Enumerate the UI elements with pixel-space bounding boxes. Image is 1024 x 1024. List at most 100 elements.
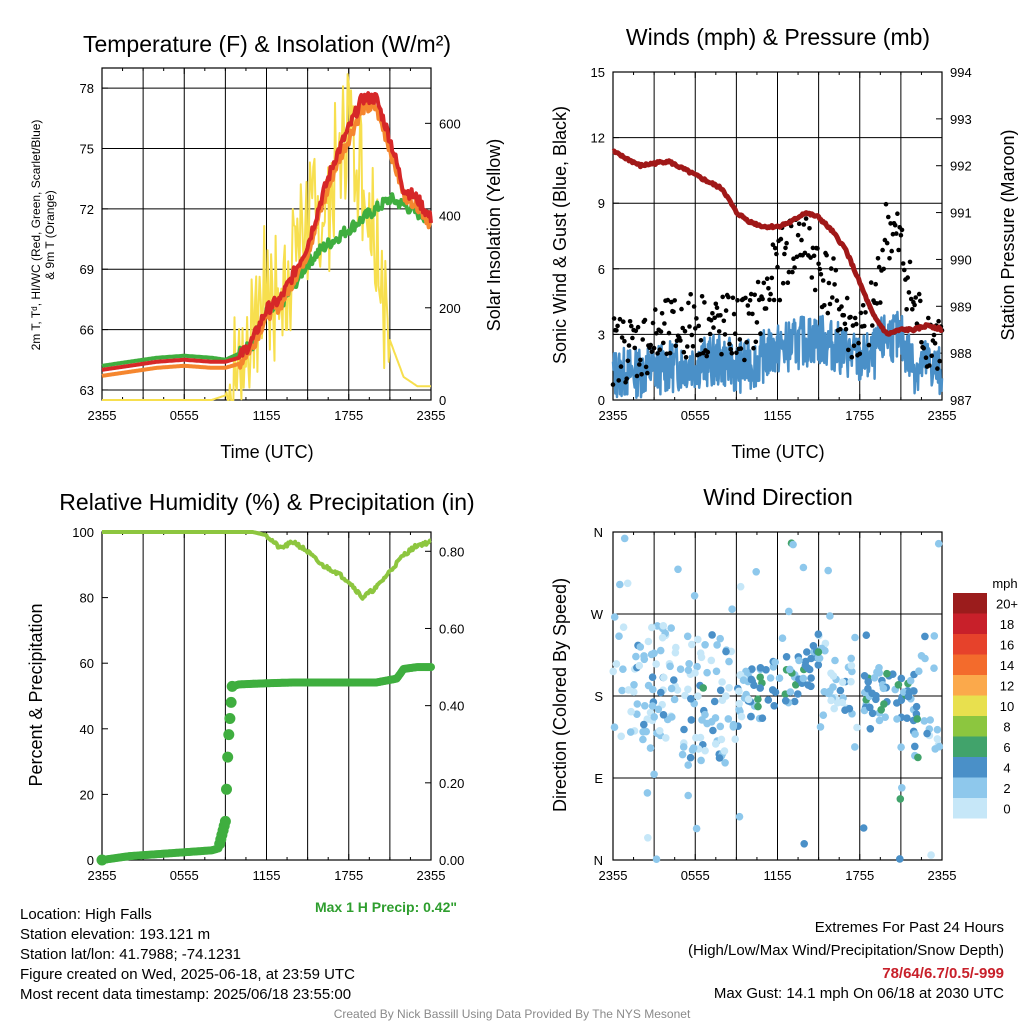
wind-direction-point	[747, 712, 755, 721]
gust-point	[643, 364, 649, 370]
extremes-subtitle: (High/Low/Max Wind/Precipitation/Snow De…	[688, 942, 1004, 959]
gust-point	[662, 321, 667, 326]
wind-direction-point	[609, 667, 617, 676]
wind-direction-point	[716, 722, 725, 731]
wind-direction-point	[893, 715, 901, 723]
gust-point	[698, 338, 704, 343]
wind-direction-point	[756, 673, 764, 681]
gust-point	[866, 342, 872, 348]
created-text: Figure created on Wed, 2025-06-18, at 23…	[20, 966, 355, 983]
wind-direction-point	[827, 696, 835, 705]
max-gust-text: Max Gust: 14.1 mph On 06/18 at 2030 UTC	[713, 985, 1004, 1002]
gust-point	[704, 353, 709, 359]
wdir-xtick-label: 0555	[681, 868, 710, 883]
wind-direction-point	[866, 703, 874, 712]
legend-swatch-4	[953, 757, 987, 778]
wind-direction-point	[764, 696, 773, 704]
gust-point	[809, 275, 815, 280]
pressure-y2-label: Station Pressure (Maroon)	[998, 129, 1018, 340]
precip-ytick-label: 0.40	[439, 699, 464, 714]
gust-point	[905, 275, 910, 280]
gust-point	[803, 216, 809, 221]
wind-direction-point	[807, 674, 815, 682]
temperature-y-label-line1: 2m T, Tᵈ, HI/WC (Red, Green, Scarlet/Blu…	[29, 120, 43, 351]
gust-point	[761, 280, 767, 286]
winds-x-label: Time (UTC)	[731, 442, 824, 462]
gust-point	[683, 355, 689, 360]
wind-direction-point	[933, 725, 942, 734]
temp-ytick-label: 69	[80, 262, 94, 277]
wind-direction-point	[838, 678, 847, 686]
rh-ytick-label: 60	[80, 656, 94, 671]
gust-point	[727, 341, 732, 347]
wind-direction-point	[728, 605, 736, 613]
gust-point	[825, 310, 831, 316]
gust-point	[849, 354, 855, 360]
wind-direction-point	[655, 727, 664, 735]
wind-direction-point	[870, 674, 879, 682]
wind-direction-point	[699, 684, 707, 692]
legend-swatch-0	[953, 798, 987, 819]
gust-point	[875, 255, 881, 261]
gust-point	[780, 280, 786, 286]
wind-direction-point	[648, 702, 657, 710]
wind-direction-point	[896, 855, 904, 863]
wind-direction-point	[862, 631, 871, 639]
wind-direction-point	[644, 637, 653, 646]
gust-point	[831, 256, 836, 261]
precipitation-point	[222, 751, 234, 763]
wind-direction-panel-title: Wind Direction	[703, 484, 853, 510]
gust-point	[679, 306, 684, 312]
wind-direction-point	[650, 713, 658, 721]
gust-point	[691, 304, 697, 309]
gust-point	[632, 345, 637, 351]
precipitation-point	[223, 729, 235, 741]
pressure-ytick-label: 991	[950, 206, 972, 221]
wind-direction-point	[897, 674, 906, 683]
temp-ytick-label: 63	[80, 383, 94, 398]
gust-point	[796, 221, 802, 227]
wind-direction-point	[799, 674, 808, 683]
wind-direction-point	[648, 673, 657, 681]
legend-label-6: 6	[1003, 740, 1010, 755]
wind-direction-point	[716, 634, 724, 643]
gust-point	[737, 337, 743, 342]
gust-point	[843, 326, 849, 332]
wind-direction-point	[799, 563, 808, 572]
gust-point	[932, 341, 938, 346]
wind-direction-point	[790, 697, 799, 706]
wind-ytick-label: 15	[591, 65, 605, 80]
wind-direction-point	[616, 580, 624, 589]
gust-point	[769, 275, 775, 281]
gust-point	[801, 222, 807, 227]
gust-point	[889, 248, 894, 254]
wind-direction-point	[815, 654, 824, 663]
wind-direction-point	[701, 746, 709, 755]
wind-direction-point	[623, 579, 632, 588]
legend-swatch-20+	[953, 593, 987, 614]
wind-direction-point	[673, 686, 682, 694]
wind-direction-point	[716, 686, 725, 695]
gust-point	[625, 358, 631, 364]
gust-point	[883, 201, 889, 207]
gust-point	[744, 340, 749, 345]
gust-point	[906, 290, 912, 295]
wind-direction-point	[624, 686, 633, 694]
wind-xtick-label: 1755	[845, 408, 874, 423]
gust-point	[713, 301, 719, 307]
wind-direction-point	[688, 746, 697, 754]
wind-direction-point	[713, 641, 721, 649]
wind-direction-point	[684, 666, 693, 674]
gust-point	[638, 357, 643, 363]
latlon-text: Station lat/lon: 41.7988; -74.1231	[20, 946, 242, 963]
wind-direction-point	[859, 824, 868, 832]
gust-point	[913, 295, 918, 300]
gust-point	[782, 251, 787, 257]
wind-direction-point	[792, 681, 800, 689]
gust-point	[621, 319, 626, 325]
pressure-ytick-label: 994	[950, 65, 972, 80]
rh-xtick-label: 1155	[253, 868, 281, 883]
gust-point	[617, 316, 623, 322]
gust-point	[926, 315, 931, 321]
gust-point	[810, 245, 816, 251]
